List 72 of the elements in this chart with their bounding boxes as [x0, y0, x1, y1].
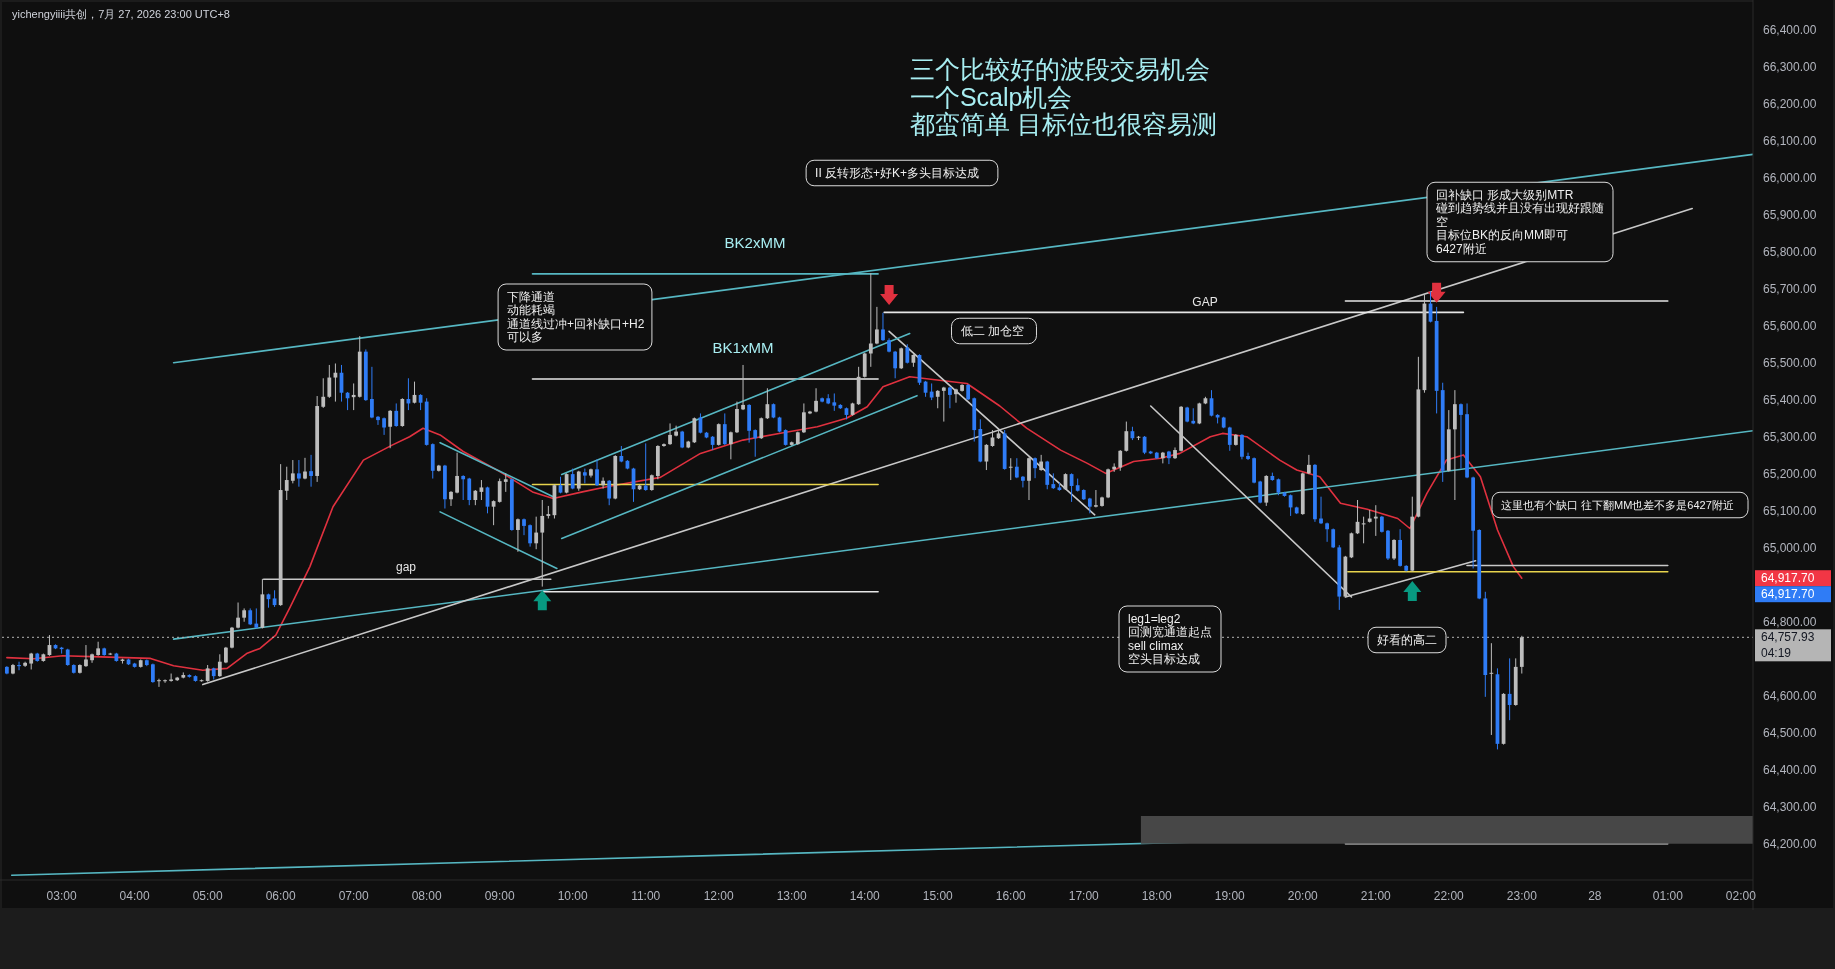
annotation: 碰到趋势线并且没有出现好跟随 — [1435, 201, 1604, 216]
y-tick-label: 64,400.00 — [1763, 762, 1817, 777]
x-tick-label: 06:00 — [265, 889, 296, 903]
annotation: II 反转形态+好K+多头目标达成 — [815, 165, 980, 180]
y-tick-label: 65,800.00 — [1763, 244, 1817, 259]
ref-line-label: 64,757.93 04:19 — [1761, 630, 1815, 661]
text: 64,917.70 — [1761, 571, 1815, 586]
x-tick-label: 22:00 — [1433, 889, 1465, 903]
x-tick-label: 20:00 — [1287, 889, 1319, 903]
y-tick-label: 65,200.00 — [1763, 466, 1817, 481]
x-tick-label: 17:00 — [1068, 889, 1100, 903]
annotation: BK1xMM — [712, 339, 774, 356]
x-tick-label: 18:00 — [1141, 889, 1173, 903]
annotation: 通道线过冲+回补缺口+H2 — [507, 316, 645, 331]
text: 一个Scalp机会 — [909, 82, 1073, 111]
annotation: 目标位BK的反向MM即可 — [1436, 228, 1568, 243]
x-tick-label: 10:00 — [557, 889, 589, 903]
y-tick-label: 64,500.00 — [1763, 725, 1817, 740]
annotation: GAP — [1192, 295, 1218, 309]
x-tick-label: 13:00 — [776, 889, 808, 903]
x-tick-label: 23:00 — [1506, 889, 1538, 903]
y-tick-label: 64,800.00 — [1763, 614, 1817, 629]
annotation: BK2xMM — [724, 234, 786, 251]
annotation: 这里也有个缺口 往下翻MM也差不多是6427附近 — [1500, 498, 1734, 511]
x-tick-label: 14:00 — [849, 889, 881, 903]
x-tick-label: 03:00 — [46, 889, 77, 903]
y-tick-label: 65,400.00 — [1763, 392, 1817, 407]
y-tick-label: 66,000.00 — [1763, 170, 1817, 185]
annotation: 回补缺口 形成大级别MTR — [1436, 187, 1574, 202]
x-tick-label: 28 — [1588, 889, 1602, 903]
y-tick-label: 66,200.00 — [1763, 96, 1817, 111]
text: 三个比较好的波段交易机会 — [909, 55, 1210, 83]
y-tick-label: 65,300.00 — [1763, 429, 1817, 444]
x-tick-label: 11:00 — [631, 889, 661, 903]
annotation: 下降通道 — [507, 289, 556, 304]
annotation: leg1=leg2 — [1128, 611, 1181, 626]
x-tick-label: 09:00 — [484, 889, 516, 903]
annotation: 好看的高二 — [1377, 632, 1437, 647]
y-tick-label: 65,900.00 — [1763, 207, 1817, 222]
annotation: 低二 加仓空 — [960, 323, 1024, 338]
annotation: 动能耗竭 — [507, 303, 556, 317]
y-tick-label: 65,000.00 — [1763, 540, 1817, 555]
y-tick-label: 64,200.00 — [1763, 836, 1817, 851]
y-tick-label: 64,300.00 — [1763, 799, 1817, 814]
y-tick-label: 65,700.00 — [1763, 281, 1817, 296]
y-tick-label: 66,100.00 — [1763, 133, 1817, 148]
x-tick-label: 19:00 — [1214, 889, 1246, 903]
y-tick-label: 65,600.00 — [1763, 318, 1817, 333]
annotation: 可以多 — [507, 330, 544, 344]
annotation: gap — [395, 560, 417, 574]
x-tick-label: 07:00 — [338, 889, 369, 903]
annotation: yichengyiiii共创，7月 27, 2026 23:00 UTC+8 — [12, 8, 230, 20]
y-tick-label: 66,300.00 — [1763, 59, 1817, 74]
y-tick-label: 66,400.00 — [1763, 22, 1817, 37]
annotation: 空 — [1436, 214, 1448, 229]
y-tick-label: 65,100.00 — [1763, 503, 1817, 518]
text: 64,917.70 — [1761, 587, 1815, 602]
x-tick-label: 05:00 — [192, 889, 223, 903]
y-tick-label: 64,600.00 — [1763, 688, 1817, 703]
y-tick-label: 65,500.00 — [1763, 355, 1817, 370]
x-tick-label: 02:00 — [1725, 889, 1757, 903]
annotation: 空头目标达成 — [1128, 652, 1200, 666]
annotation: 6427附近 — [1436, 241, 1487, 256]
annotation: sell climax — [1128, 638, 1184, 653]
x-tick-label: 08:00 — [411, 889, 443, 903]
annotation: 回测宽通道起点 — [1128, 625, 1212, 639]
x-tick-label: 21:00 — [1360, 889, 1392, 903]
x-tick-label: 15:00 — [922, 889, 954, 903]
x-tick-label: 01:00 — [1652, 889, 1684, 903]
x-tick-label: 12:00 — [703, 889, 735, 903]
x-tick-label: 16:00 — [995, 889, 1027, 903]
x-tick-label: 04:00 — [119, 889, 150, 903]
